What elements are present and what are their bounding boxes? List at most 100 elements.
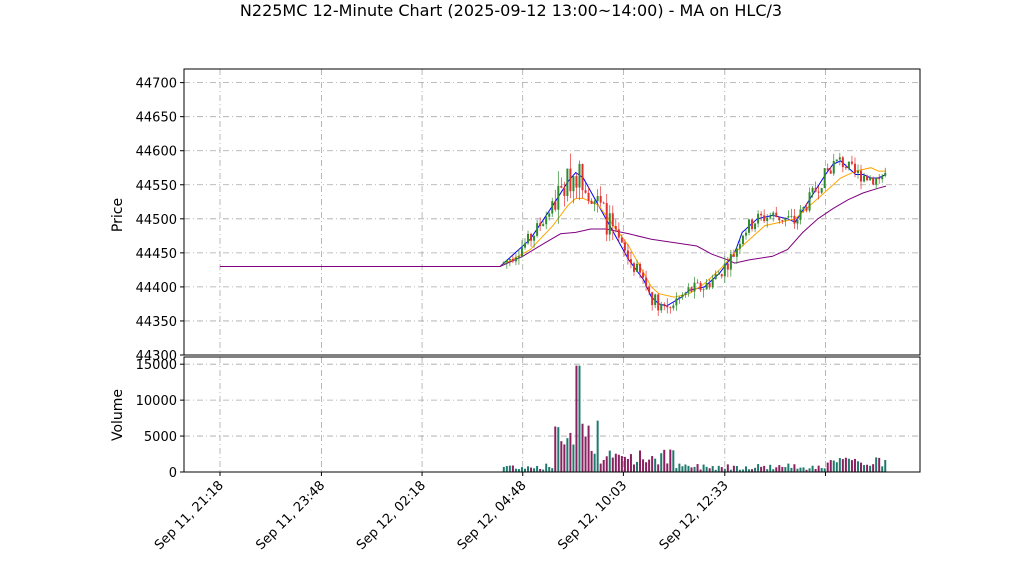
candle-body [569,168,572,192]
volume-bar [657,464,660,472]
candle-body [536,223,539,236]
candle-body [557,185,560,210]
volume-bar [723,468,726,472]
candle-body [878,177,881,180]
volume-bar [799,467,802,472]
volume-bar [853,458,856,472]
volume-bar [832,460,835,472]
volume-bar [823,468,826,472]
candle-body [714,274,717,280]
volume-bar [693,466,696,472]
volume-bar [517,469,520,472]
volume-y-tick-label: 5000 [144,430,177,445]
candle-body [608,213,611,235]
candle-body [741,235,744,244]
candle-body [781,220,784,222]
volume-bar [711,466,714,472]
candle-body [723,263,726,277]
candle-body [802,207,805,210]
candle-body [872,177,875,185]
volume-bar [542,469,545,472]
price-y-tick-label: 44650 [136,111,177,126]
volume-bar [687,465,690,472]
candle-body [629,259,632,264]
candle-body [587,192,590,201]
candle-body [520,247,523,257]
candle-body [626,250,629,260]
candle-body [514,257,517,262]
volume-bar [530,467,533,472]
volume-bar [748,469,751,472]
volume-axis-label: Volume [110,389,126,441]
candle-body [835,159,838,162]
candle-body [605,203,608,235]
volume-bar [781,466,784,472]
volume-bar [772,469,775,472]
candle-body [645,277,648,287]
volume-bar [738,469,741,472]
volume-bar [575,365,578,472]
candle-body [884,172,887,176]
volume-bar [508,465,511,472]
volume-bar [856,461,859,472]
candle-body [778,216,781,221]
candle-body [757,213,760,224]
volume-bar [681,466,684,472]
candle-body [533,235,536,241]
volume-bar [814,468,817,472]
volume-bar [735,465,738,472]
x-tick-label: Sep 12, 04:48 [455,478,530,553]
volume-bar [605,456,608,472]
volume-bar [805,469,808,472]
chart-title: N225MC 12-Minute Chart (2025-09-12 13:00… [240,1,782,20]
price-y-tick-label: 44400 [136,281,177,296]
candle-body [732,254,735,257]
candle-body [614,226,617,230]
volume-bar [778,465,781,472]
candle-body [611,213,614,227]
candle-body [639,263,642,273]
volume-bar [741,469,744,472]
moving-average-lines [220,160,887,307]
x-tick-label: Sep 12, 02:18 [354,478,429,553]
volume-bar [545,463,548,472]
volume-bar [817,465,820,472]
candle-body [511,258,514,262]
candle-body [684,292,687,295]
candle-body [775,212,778,217]
price-axis-label: Price [110,198,126,232]
volume-bar [599,463,602,472]
candle-body [702,289,705,291]
volume-bar [720,467,723,472]
price-y-tick-label: 44300 [136,349,177,364]
volume-bar [566,438,569,472]
x-tick-label: Sep 12, 10:03 [555,478,630,553]
volume-bar [593,453,596,472]
candle-body [566,168,569,197]
candle-body [814,187,817,192]
candle-body [675,298,678,306]
candle-body [690,287,693,292]
x-axis: Sep 11, 21:18 Sep 11, 23:48 Sep 12, 02:18 S… [152,472,826,553]
volume-bar [581,423,584,472]
candle-body [729,254,732,270]
volume-bar [826,462,829,472]
volume-bar [675,468,678,472]
volume-bar [760,466,763,472]
candle-body [838,157,841,160]
candle-body [793,215,796,224]
candle-body [593,201,596,205]
candle-body [708,283,711,288]
volume-bar [520,467,523,472]
candlesticks [502,152,887,316]
candle-body [681,294,684,298]
candle-body [850,161,853,164]
volume-bar [844,457,847,472]
volume-bar [847,458,850,472]
volume-bar [796,468,799,472]
volume-bar [835,462,838,472]
volume-bar [608,450,611,472]
candle-body [642,272,645,278]
volume-bar [802,467,805,472]
